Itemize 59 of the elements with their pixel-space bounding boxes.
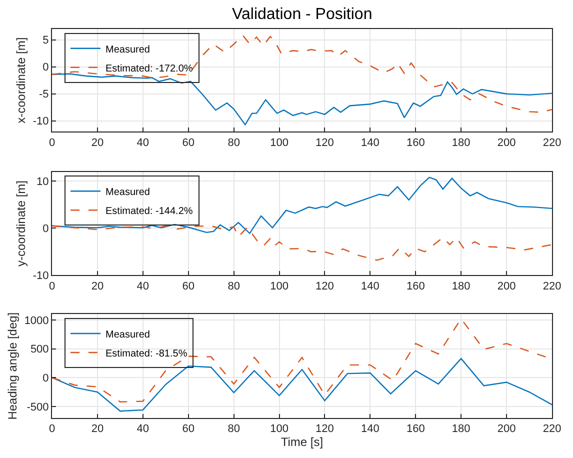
- x-tick-label: 160: [406, 423, 425, 436]
- x-tick-label: 140: [361, 136, 380, 149]
- x-axis-title: Time [s]: [280, 435, 324, 450]
- x-tick-label: 160: [406, 136, 425, 149]
- y-tick-label: 0: [42, 62, 49, 74]
- x-tick-label: 200: [497, 423, 516, 436]
- x-tick-label: 220: [542, 423, 562, 436]
- x-tick-label: 80: [228, 423, 240, 436]
- y-axis-title: x-coordinate [m]: [14, 37, 28, 124]
- y-tick-label: 0: [42, 223, 49, 236]
- x-tick-label: 160: [406, 280, 425, 292]
- legend-label: Measured: [106, 187, 150, 198]
- y-tick-label: -10: [32, 270, 49, 282]
- x-tick-label: 60: [182, 423, 194, 436]
- x-tick-label: 120: [316, 136, 334, 149]
- x-tick-label: 120: [316, 423, 334, 436]
- y-axis-title: y-coordinate [m]: [14, 180, 28, 267]
- y-tick-label: 500: [30, 344, 49, 356]
- x-tick-label: 140: [361, 280, 380, 292]
- x-tick-label: 220: [542, 280, 562, 292]
- x-tick-label: 180: [452, 280, 470, 292]
- line-series: [52, 73, 552, 126]
- x-tick-label: 180: [452, 423, 470, 436]
- line-series: [52, 358, 552, 412]
- x-tick-label: 60: [182, 280, 194, 292]
- y-tick-label: 0: [42, 372, 49, 384]
- x-tick-label: 40: [136, 423, 150, 436]
- y-tick-label: 5: [42, 34, 49, 47]
- x-tick-label: 220: [542, 136, 562, 149]
- x-tick-label: 80: [228, 280, 240, 292]
- legend-label: Measured: [106, 44, 150, 56]
- x-tick-label: 40: [136, 136, 150, 149]
- y-tick-label: -500: [26, 401, 49, 414]
- x-tick-label: 100: [270, 423, 288, 436]
- x-tick-label: 100: [270, 280, 288, 292]
- x-tick-label: 40: [136, 280, 150, 292]
- legend-label: Measured: [106, 329, 150, 340]
- x-tick-label: 20: [91, 136, 104, 149]
- x-tick-label: 120: [316, 280, 334, 292]
- x-tick-label: 140: [361, 423, 380, 436]
- y-tick-label: 1000: [24, 314, 49, 327]
- chart-title: Validation - Position: [232, 6, 372, 23]
- legend-label: Estimated: -81.5%: [106, 348, 188, 360]
- x-tick-label: 60: [182, 136, 194, 149]
- x-tick-label: 180: [452, 136, 470, 149]
- x-tick-label: 200: [497, 136, 516, 149]
- legend-label: Estimated: -144.2%: [106, 206, 193, 218]
- y-tick-label: -10: [32, 116, 49, 128]
- y-tick-label: 10: [36, 176, 49, 188]
- line-series: [52, 225, 552, 261]
- x-tick-label: 20: [91, 423, 104, 436]
- legend-label: Estimated: -172.0%: [106, 63, 193, 74]
- x-tick-label: 20: [91, 280, 104, 292]
- y-tick-label: -5: [39, 88, 49, 101]
- x-tick-label: 200: [497, 280, 516, 292]
- y-axis-title: Heading angle [deg]: [6, 312, 20, 420]
- line-series: [52, 34, 552, 113]
- x-tick-label: 100: [270, 136, 288, 149]
- x-tick-label: 80: [228, 136, 240, 149]
